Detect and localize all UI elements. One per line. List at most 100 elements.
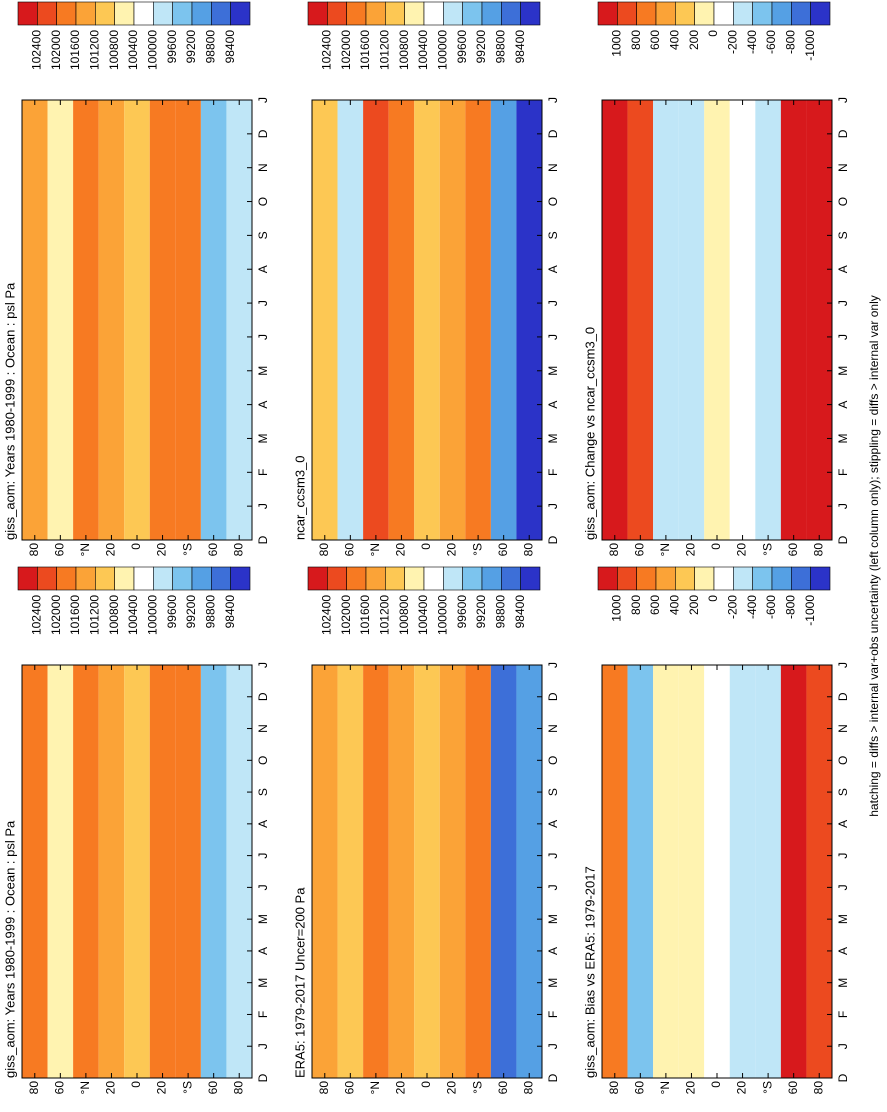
- colorbar-label: 98400: [223, 30, 237, 64]
- field-band: [516, 100, 543, 540]
- colorbar-box: [481, 1, 502, 26]
- x-tick-label: N: [546, 724, 560, 733]
- x-tick-label: O: [836, 756, 850, 765]
- field-band: [729, 665, 756, 1078]
- colorbar-label: 100000: [436, 595, 450, 635]
- colorbar-box: [37, 1, 57, 26]
- colorbar-label: 102400: [30, 595, 44, 635]
- colorbar-label: 101600: [358, 595, 372, 635]
- y-tick-label: 0: [709, 543, 723, 550]
- colorbar-label: 100400: [126, 595, 140, 635]
- colorbar-label: 99200: [474, 30, 488, 64]
- field-band: [516, 665, 543, 1078]
- y-tick-label: °N: [368, 543, 382, 556]
- x-tick-label: O: [256, 197, 270, 206]
- x-tick-label: J: [836, 662, 850, 668]
- x-tick-label: J: [546, 334, 560, 340]
- x-tick-label: D: [256, 692, 270, 701]
- x-tick-label: O: [256, 756, 270, 765]
- field-band: [465, 665, 491, 1078]
- y-tick-label: 80: [317, 1081, 331, 1095]
- y-tick-label: 20: [684, 1081, 698, 1095]
- colorbar-box: [733, 566, 753, 591]
- colorbar-box: [346, 566, 367, 591]
- y-tick-label: 20: [445, 1081, 459, 1095]
- colorbar-box: [211, 566, 231, 591]
- y-tick-label: °N: [658, 543, 672, 556]
- x-tick-label: J: [546, 300, 560, 306]
- colorbar-label: -200: [726, 30, 740, 54]
- colorbar-box: [481, 566, 502, 591]
- x-tick-label: J: [836, 300, 850, 306]
- y-tick-label: 20: [735, 1081, 749, 1095]
- y-tick-label: 60: [786, 1081, 800, 1095]
- y-tick-label: 20: [104, 1081, 118, 1095]
- x-tick-label: N: [546, 163, 560, 172]
- colorbar-box: [733, 1, 753, 26]
- x-tick-label: N: [836, 724, 850, 733]
- field-band: [124, 100, 150, 540]
- colorbar-box: [636, 1, 657, 26]
- x-tick-label: S: [836, 788, 850, 796]
- colorbar-box: [520, 1, 541, 26]
- colorbar-box: [56, 1, 77, 26]
- y-tick-label: 0: [129, 543, 143, 550]
- colorbar-box: [95, 566, 115, 591]
- field-band: [175, 665, 201, 1078]
- colorbar-box: [37, 566, 57, 591]
- colorbar-label: 102400: [320, 30, 334, 70]
- x-tick-label: A: [836, 401, 850, 409]
- field-band: [806, 665, 833, 1078]
- x-tick-label: M: [256, 433, 270, 443]
- colorbar-label: -1000: [803, 595, 817, 626]
- x-tick-label: J: [836, 853, 850, 859]
- x-tick-label: A: [836, 947, 850, 955]
- field-band: [653, 665, 679, 1078]
- colorbar-box: [365, 566, 386, 591]
- x-tick-label: D: [546, 692, 560, 701]
- field-band: [22, 665, 48, 1078]
- x-tick-label: J: [256, 97, 270, 103]
- y-tick-label: °S: [470, 543, 484, 556]
- colorbar-box: [675, 1, 695, 26]
- field-band: [780, 665, 807, 1078]
- colorbar-box: [617, 566, 637, 591]
- colorbar-label: 101600: [68, 595, 82, 635]
- x-tick-label: D: [836, 129, 850, 138]
- x-tick-label: D: [546, 129, 560, 138]
- y-tick-label: 80: [811, 1081, 825, 1095]
- field-band: [226, 665, 252, 1078]
- colorbar-label: 101200: [378, 595, 392, 635]
- x-tick-label: S: [256, 231, 270, 239]
- x-tick-label: O: [546, 197, 560, 206]
- x-tick-label: A: [836, 265, 850, 273]
- x-tick-label: M: [256, 914, 270, 924]
- y-tick-label: 0: [419, 543, 433, 550]
- colorbar-box: [791, 1, 811, 26]
- colorbar-label: 1000: [610, 30, 624, 57]
- colorbar-label: 102000: [49, 595, 63, 635]
- colorbar-box: [211, 1, 231, 26]
- x-tick-label: J: [836, 884, 850, 890]
- x-tick-label: J: [546, 503, 560, 509]
- x-tick-label: A: [546, 401, 560, 409]
- field-band: [312, 665, 338, 1078]
- colorbar-box: [462, 1, 483, 26]
- field-band: [627, 100, 654, 540]
- field-band: [149, 100, 176, 540]
- x-tick-label: J: [546, 884, 560, 890]
- colorbar-box: [675, 566, 695, 591]
- field-band: [755, 100, 781, 540]
- x-tick-label: A: [256, 401, 270, 409]
- colorbar-box: [114, 1, 135, 26]
- x-tick-label: J: [256, 334, 270, 340]
- field-band: [337, 100, 364, 540]
- x-tick-label: M: [546, 433, 560, 443]
- colorbar-label: 98800: [204, 595, 218, 629]
- colorbar-label: 0: [706, 30, 720, 37]
- colorbar-label: 98400: [513, 30, 527, 64]
- x-tick-label: N: [256, 724, 270, 733]
- field-band: [312, 100, 338, 540]
- colorbar-label: 99600: [165, 30, 179, 64]
- field-band: [200, 665, 227, 1078]
